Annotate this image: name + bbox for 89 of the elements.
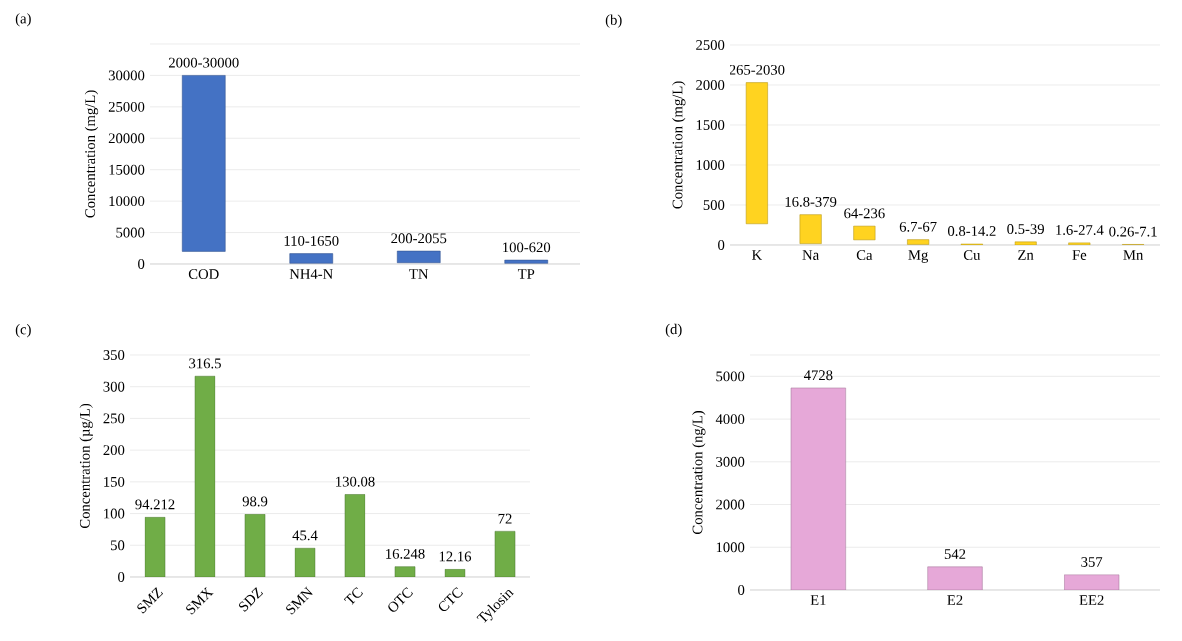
bar	[396, 250, 441, 263]
y-tick-label: 1500	[696, 120, 725, 130]
y-tick-label: 2000	[716, 499, 745, 510]
data-label: 0.8-14.2	[948, 226, 996, 237]
y-tick-label: 0	[118, 572, 125, 582]
bar	[444, 569, 466, 577]
x-tick-label: Ca	[856, 250, 873, 260]
y-tick-label: 1000	[696, 160, 725, 170]
y-tick-label: 150	[104, 476, 125, 487]
data-label: 0.26-7.1	[1109, 226, 1157, 237]
data-label: 6.7-67	[899, 221, 937, 232]
y-tick-label: 500	[703, 200, 725, 210]
y-tick-label: 20000	[108, 133, 145, 144]
x-tick-label: Zn	[1018, 250, 1034, 260]
data-label: 12.16	[439, 551, 472, 562]
y-tick-label: 2000	[696, 80, 725, 90]
x-tick-label: E1	[810, 595, 826, 605]
data-label: 542	[944, 549, 966, 560]
data-label: 100-620	[503, 242, 551, 253]
chart-title: (b)	[605, 14, 622, 28]
y-tick-label: 350	[103, 350, 125, 360]
x-tick-label: Cu	[963, 250, 981, 260]
data-label: 72	[498, 513, 512, 524]
bar	[1014, 241, 1037, 245]
x-tick-label: EE2	[1079, 595, 1104, 605]
x-tick-label: Mg	[908, 250, 929, 263]
bar	[504, 259, 549, 264]
y-tick-label: 0	[718, 240, 725, 250]
data-label: 110-1650	[284, 235, 339, 246]
data-label: 316.5	[189, 358, 221, 369]
y-tick-label: 15000	[109, 164, 145, 175]
x-tick-label: TN	[409, 269, 429, 279]
y-tick-label: 25000	[108, 101, 145, 112]
bar	[745, 82, 768, 225]
data-label: 16.8-379	[785, 196, 837, 207]
bar	[907, 239, 930, 245]
y-tick-label: 300	[103, 381, 125, 392]
x-tick-label: K	[752, 250, 763, 260]
y-tick-label: 0	[138, 259, 145, 269]
x-tick-label: COD	[188, 269, 219, 279]
y-tick-label: 5000	[116, 227, 145, 238]
bar	[344, 494, 366, 577]
chart-title: (d)	[665, 323, 682, 338]
x-tick-label: NH4-N	[289, 269, 333, 279]
y-tick-label: 10000	[109, 196, 145, 207]
bar	[144, 516, 166, 577]
y-tick-label: 1000	[716, 542, 745, 553]
data-label: 265-2030	[729, 64, 785, 75]
y-axis-title: Concentration (mg/L)	[672, 81, 686, 209]
data-label: 0.5-39	[1007, 224, 1044, 235]
x-tick-label: Fe	[1072, 250, 1087, 260]
bar	[799, 214, 822, 244]
y-tick-label: 100	[104, 508, 125, 519]
y-tick-label: 4000	[715, 414, 745, 425]
data-label: 16.248	[386, 548, 425, 559]
bar	[181, 75, 226, 252]
data-label: 4728	[803, 370, 833, 381]
x-tick-label: Mn	[1123, 250, 1144, 260]
data-label: 2000-30000	[168, 57, 239, 68]
bar	[1064, 574, 1120, 590]
y-tick-label: 30000	[108, 70, 145, 81]
y-tick-label: 0	[738, 585, 745, 595]
y-tick-label: 50	[111, 540, 125, 551]
bar	[853, 225, 876, 241]
data-label: 130.08	[336, 476, 375, 487]
bar	[294, 547, 316, 577]
x-tick-label: Na	[802, 250, 819, 260]
data-label: 98.9	[242, 496, 268, 507]
y-tick-label: 3000	[716, 456, 745, 467]
text: (a)	[15, 13, 31, 27]
y-tick-label: 250	[103, 413, 125, 424]
x-tick-label: TP	[517, 269, 535, 279]
x-tick-label: E2	[947, 595, 963, 605]
y-tick-label: 5000	[716, 371, 745, 382]
y-tick-label: 200	[103, 445, 125, 456]
x-tick-label: CTC	[438, 587, 463, 612]
bar	[289, 253, 334, 264]
chart-title: (c)	[15, 324, 31, 338]
y-axis-title: Concentration (µg/L)	[79, 403, 93, 529]
y-axis-title: Concentration (mg/L)	[84, 90, 99, 218]
data-label: 1.6-27.4	[1056, 225, 1104, 235]
data-label: 45.4	[292, 530, 318, 541]
y-tick-label: 2500	[696, 40, 725, 50]
x-tick-label: TC	[343, 587, 363, 605]
data-label: 200-2055	[391, 233, 447, 244]
data-label: 357	[1081, 557, 1103, 567]
data-label: 94.212	[135, 499, 175, 510]
y-axis-title: Concentration (ng/L)	[692, 411, 706, 534]
data-label: 64-236	[844, 208, 885, 219]
